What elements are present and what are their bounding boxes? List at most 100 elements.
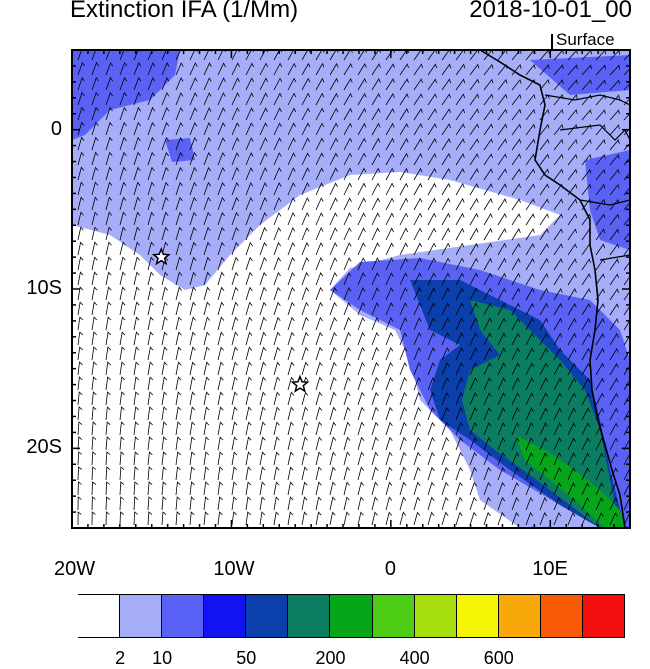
- wind-barb: [469, 481, 477, 496]
- wind-barb: [147, 286, 154, 301]
- wind-barb: [413, 123, 423, 136]
- wind-barb: [329, 391, 337, 406]
- wind-barb: [161, 77, 170, 91]
- wind-barb: [133, 286, 140, 301]
- wind-barb: [609, 497, 618, 511]
- wind-barb: [315, 137, 325, 151]
- axis-ticks: [71, 49, 631, 529]
- wind-barb: [259, 62, 269, 76]
- wind-barb: [329, 451, 337, 466]
- wind-barb: [497, 422, 506, 436]
- wind-barb: [595, 228, 606, 241]
- wind-barb: [511, 496, 520, 511]
- wind-barb: [455, 451, 464, 466]
- country-border-north: [544, 94, 630, 261]
- wind-barb: [357, 242, 366, 256]
- wind-barb: [441, 168, 451, 181]
- wind-barb: [119, 106, 127, 121]
- wind-barb: [105, 436, 111, 451]
- wind-barb: [329, 436, 337, 451]
- x-axis-label: 20W: [54, 558, 96, 580]
- wind-barb: [175, 166, 183, 181]
- wind-barb: [287, 481, 294, 496]
- wind-barb: [329, 421, 337, 436]
- wind-barb: [231, 286, 239, 301]
- wind-barb: [511, 153, 522, 166]
- wind-barb: [231, 406, 238, 421]
- wind-barb: [259, 271, 267, 286]
- wind-barb: [203, 406, 210, 421]
- wind-barb: [595, 333, 605, 346]
- wind-barb: [77, 451, 83, 466]
- wind-barb: [497, 153, 508, 166]
- wind-barb: [231, 167, 240, 181]
- wind-barb: [511, 50, 522, 61]
- wind-barb: [525, 317, 535, 331]
- wind-barb: [413, 287, 422, 301]
- wind-barb: [133, 346, 140, 361]
- wind-barb: [77, 151, 85, 166]
- wind-barb: [161, 166, 169, 181]
- wind-barb: [287, 376, 295, 391]
- wind-barb: [105, 481, 111, 496]
- wind-barb: [539, 407, 548, 421]
- wind-barb: [371, 257, 380, 271]
- wind-barb: [329, 77, 339, 91]
- wind-barb: [497, 496, 506, 511]
- wind-barb: [231, 331, 239, 346]
- wind-barb: [273, 451, 280, 466]
- wind-barb: [147, 106, 156, 121]
- wind-barb: [175, 62, 184, 76]
- wind-barb: [553, 317, 563, 331]
- wind-barb: [357, 317, 366, 331]
- wind-barb: [385, 227, 394, 241]
- wind-barb: [455, 272, 465, 286]
- wind-barb: [413, 302, 422, 316]
- wind-barb: [497, 168, 507, 181]
- wind-barb: [301, 481, 308, 496]
- wind-barb: [231, 226, 239, 241]
- wind-barb: [245, 436, 252, 451]
- wind-barb: [119, 481, 125, 496]
- wind-barb: [231, 301, 239, 316]
- wind-barb: [175, 466, 181, 481]
- wind-barb: [413, 317, 422, 331]
- wind-barb: [399, 376, 408, 391]
- wind-barb: [189, 316, 196, 331]
- wind-barb: [497, 228, 507, 241]
- wind-barb: [301, 167, 310, 181]
- wind-barb: [77, 241, 84, 256]
- wind-barb: [147, 316, 154, 331]
- wind-barb: [427, 347, 436, 361]
- wind-barb: [567, 437, 576, 451]
- wind-barb: [231, 152, 240, 166]
- wind-barb: [133, 361, 140, 376]
- wind-barb: [259, 167, 268, 181]
- wind-barb: [161, 391, 168, 406]
- wind-barb: [273, 436, 280, 451]
- wind-barb: [105, 391, 111, 406]
- colorbar-swatch: [372, 595, 415, 637]
- wind-barb: [315, 122, 325, 136]
- wind-barb: [567, 213, 578, 226]
- wind-barb: [609, 362, 619, 376]
- wind-barb: [175, 316, 182, 331]
- wind-barb: [525, 452, 534, 466]
- wind-barb: [581, 124, 592, 136]
- wind-barb: [91, 481, 96, 496]
- wind-barb: [455, 138, 465, 151]
- colorbar-swatch: [288, 595, 331, 637]
- wind-barb: [539, 273, 549, 286]
- wind-barb: [357, 391, 365, 406]
- wind-barb: [525, 93, 536, 106]
- wind-barb: [343, 287, 352, 301]
- wind-barb: [315, 466, 322, 481]
- wind-barb: [203, 451, 210, 466]
- wind-barb: [329, 242, 338, 256]
- wind-barb: [161, 241, 169, 256]
- wind-barb: [413, 481, 421, 496]
- wind-barb: [175, 361, 182, 376]
- wind-barb: [189, 271, 197, 286]
- wind-barb: [259, 107, 268, 121]
- wind-barb: [189, 92, 198, 106]
